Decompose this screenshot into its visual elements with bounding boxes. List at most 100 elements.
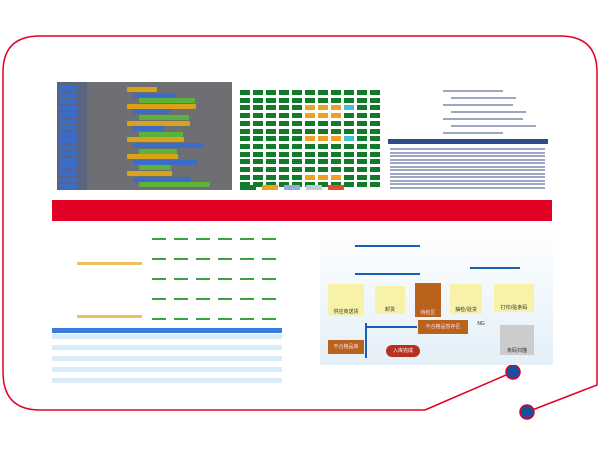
log-line bbox=[390, 176, 545, 178]
status-cell bbox=[344, 182, 354, 188]
status-cell bbox=[344, 159, 354, 165]
status-cell bbox=[253, 151, 263, 157]
status-cell bbox=[240, 143, 250, 149]
status-cell bbox=[240, 159, 250, 165]
palette-block bbox=[59, 138, 77, 143]
status-cell bbox=[253, 113, 263, 119]
status-cell bbox=[266, 167, 276, 172]
flow-node-ng-hold: 不合格品暂存区 bbox=[418, 320, 468, 334]
status-cell bbox=[370, 120, 380, 126]
value-cell bbox=[152, 238, 166, 240]
log-line bbox=[390, 148, 545, 150]
table-row bbox=[52, 339, 282, 345]
value-cell bbox=[196, 278, 210, 280]
status-cell bbox=[344, 120, 354, 126]
flow-node-inspect: 抽检/验货 bbox=[450, 284, 482, 314]
status-cell bbox=[344, 136, 354, 142]
status-cell bbox=[279, 143, 289, 149]
code-line bbox=[443, 132, 503, 134]
code-block bbox=[127, 120, 190, 126]
status-cell bbox=[266, 182, 276, 188]
value-cell bbox=[152, 278, 166, 280]
status-cell bbox=[266, 97, 276, 103]
code-block bbox=[133, 126, 164, 132]
status-cell bbox=[292, 174, 302, 180]
status-cell bbox=[292, 128, 302, 134]
status-cell bbox=[292, 90, 302, 95]
status-cell bbox=[292, 143, 302, 149]
table-row bbox=[52, 361, 282, 367]
status-cell bbox=[331, 90, 341, 95]
status-cell bbox=[318, 143, 328, 149]
status-cell bbox=[266, 90, 276, 95]
status-cell bbox=[253, 167, 263, 172]
status-cell bbox=[357, 151, 367, 157]
status-cell bbox=[318, 182, 328, 188]
status-cell bbox=[266, 159, 276, 165]
status-cell bbox=[253, 120, 263, 126]
flow-node-label: 打印/贴条码 bbox=[494, 284, 534, 312]
value-cell bbox=[218, 278, 232, 280]
code-block bbox=[133, 92, 176, 98]
status-cell bbox=[253, 174, 263, 180]
status-cell bbox=[331, 105, 341, 111]
status-cell bbox=[279, 136, 289, 142]
status-cell bbox=[253, 90, 263, 95]
log-line bbox=[390, 172, 545, 175]
value-cell bbox=[262, 318, 276, 320]
status-cell bbox=[344, 128, 354, 134]
log-line bbox=[390, 183, 545, 185]
status-cell bbox=[279, 159, 289, 165]
status-cell bbox=[305, 159, 315, 165]
value-cell bbox=[218, 318, 232, 320]
code-line bbox=[451, 125, 536, 127]
status-cell bbox=[279, 174, 289, 180]
status-cell bbox=[370, 113, 380, 119]
status-cell bbox=[357, 105, 367, 111]
status-cell bbox=[305, 105, 315, 111]
status-cell bbox=[253, 128, 263, 134]
status-cell bbox=[266, 113, 276, 119]
palette-block bbox=[59, 170, 77, 176]
status-cell bbox=[357, 120, 367, 126]
table-row bbox=[52, 367, 282, 372]
value-cell bbox=[196, 298, 210, 300]
status-cell bbox=[266, 143, 276, 149]
status-cell bbox=[305, 97, 315, 103]
code-block bbox=[127, 103, 196, 109]
status-cell bbox=[318, 167, 328, 172]
status-cell bbox=[370, 159, 380, 165]
flow-node-supplier: 供应商送货 bbox=[328, 284, 364, 316]
status-cell bbox=[331, 182, 341, 188]
status-cell bbox=[240, 128, 250, 134]
code-line bbox=[451, 111, 526, 113]
status-cell bbox=[344, 97, 354, 103]
status-cell bbox=[370, 174, 380, 180]
status-cell bbox=[357, 113, 367, 119]
palette-block bbox=[59, 164, 77, 169]
status-cell bbox=[344, 167, 354, 172]
status-cell bbox=[279, 113, 289, 119]
status-cell bbox=[292, 113, 302, 119]
code-block bbox=[127, 87, 157, 92]
status-cell bbox=[331, 167, 341, 172]
status-cell bbox=[331, 174, 341, 180]
status-cell bbox=[305, 151, 315, 157]
status-cell bbox=[331, 143, 341, 149]
status-cell bbox=[331, 97, 341, 103]
status-cell bbox=[292, 97, 302, 103]
status-cell bbox=[370, 151, 380, 157]
status-cell bbox=[344, 151, 354, 157]
status-cell bbox=[344, 105, 354, 111]
log-line bbox=[390, 186, 545, 189]
status-cell bbox=[253, 159, 263, 165]
palette-block bbox=[59, 112, 77, 117]
value-cell bbox=[174, 298, 188, 300]
code-block bbox=[133, 159, 197, 165]
log-line bbox=[390, 169, 545, 171]
table-header bbox=[52, 328, 282, 333]
code-block bbox=[139, 148, 177, 154]
log-line bbox=[390, 162, 545, 164]
value-cell bbox=[196, 258, 210, 260]
